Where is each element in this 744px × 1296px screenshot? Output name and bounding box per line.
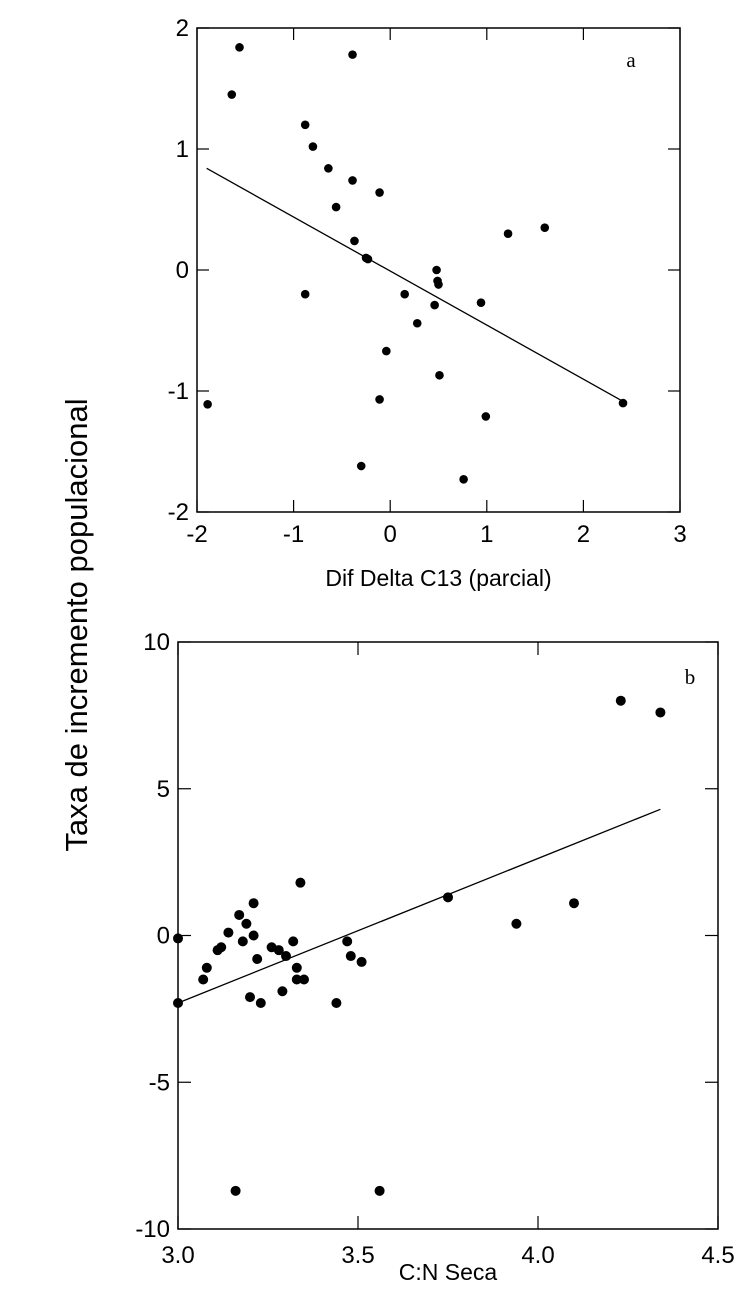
data-point <box>288 936 299 947</box>
panel-letter: a <box>626 48 636 72</box>
data-point <box>216 942 227 953</box>
y-tick-label: -2 <box>168 499 189 526</box>
x-tick-label: 3.5 <box>341 1242 374 1269</box>
data-point <box>375 188 384 197</box>
data-point <box>255 998 266 1009</box>
data-point <box>308 142 318 151</box>
y-tick-label: 2 <box>176 15 189 42</box>
data-point <box>569 898 579 909</box>
data-point <box>300 289 310 299</box>
data-point <box>227 90 237 99</box>
data-point <box>245 992 255 1003</box>
data-point <box>230 1185 241 1196</box>
y-tick-label: 1 <box>176 136 189 163</box>
data-point <box>237 936 248 947</box>
data-point <box>291 974 302 985</box>
x-tick-label: 3.0 <box>161 1242 194 1269</box>
x-tick-label: 1 <box>480 521 493 548</box>
data-point <box>331 998 342 1009</box>
data-point <box>503 229 513 238</box>
regression-line <box>206 167 625 403</box>
data-point <box>248 930 259 941</box>
data-point <box>223 927 234 938</box>
data-point <box>291 962 302 973</box>
x-tick-label: -2 <box>186 521 207 548</box>
data-point <box>375 395 384 404</box>
data-point <box>476 298 486 307</box>
data-point <box>430 300 439 310</box>
data-point <box>295 877 306 888</box>
regression-line <box>177 808 661 1004</box>
data-point <box>277 986 288 997</box>
data-point <box>234 909 245 920</box>
data-point <box>248 898 259 909</box>
x-axis-label: C:N Seca <box>399 1259 498 1285</box>
data-point <box>173 933 183 944</box>
data-point <box>299 974 309 985</box>
scatter-panel-a: -2 -1 0 1 2 3 -2 -1 0 1 2 a Dif Delta C13 (parcial) <box>168 15 687 591</box>
y-tick-label: -1 <box>168 378 189 405</box>
data-point <box>615 695 626 706</box>
data-point <box>618 398 628 408</box>
data-point <box>363 254 373 264</box>
data-point <box>235 43 244 52</box>
y-tick-label: 0 <box>176 257 189 284</box>
y-tick-label: -10 <box>135 1216 170 1243</box>
data-point <box>348 50 357 59</box>
data-point <box>300 120 310 130</box>
data-point <box>348 176 357 185</box>
data-point <box>324 164 333 173</box>
data-point <box>400 289 409 299</box>
y-tick-label: 5 <box>157 776 170 803</box>
panel-letter: b <box>685 665 696 689</box>
data-point <box>540 223 550 232</box>
x-tick-label: 4.5 <box>701 1242 734 1269</box>
data-point <box>481 412 491 421</box>
data-point <box>241 918 252 929</box>
x-tick-label: -1 <box>283 521 304 548</box>
data-point <box>382 346 391 356</box>
x-axis-label: Dif Delta C13 (parcial) <box>325 565 551 591</box>
data-point <box>412 318 422 328</box>
data-point <box>356 956 367 967</box>
data-point <box>655 707 666 718</box>
data-point <box>374 1185 385 1196</box>
data-point <box>198 974 209 985</box>
data-point <box>434 280 443 289</box>
data-point <box>331 202 341 212</box>
data-point <box>345 951 356 962</box>
data-point <box>281 951 291 962</box>
y-tick-label: -5 <box>149 1069 170 1096</box>
x-tick-label: 4.0 <box>521 1242 554 1269</box>
data-point <box>173 998 183 1009</box>
x-tick-label: 2 <box>577 521 590 548</box>
x-tick-label: 3 <box>673 521 686 548</box>
shared-y-axis-label: Taxa de incremento populacional <box>59 398 94 851</box>
data-point <box>273 945 284 956</box>
y-tick-label: 10 <box>143 629 170 656</box>
y-tick-label: 0 <box>157 923 170 950</box>
data-point <box>435 370 444 380</box>
data-point <box>356 461 366 471</box>
data-point <box>350 236 359 246</box>
data-point <box>342 936 353 947</box>
data-point <box>459 475 468 484</box>
data-point <box>443 892 453 903</box>
x-tick-label: 0 <box>384 521 397 548</box>
plot-frame <box>177 641 719 1230</box>
data-point <box>432 265 441 275</box>
scatter-panel-b: 3.0 3.5 4.0 4.5 -10 -5 0 5 10 b C:N Seca <box>135 629 734 1285</box>
data-point <box>511 918 522 929</box>
data-point <box>201 962 212 973</box>
data-point <box>203 400 212 409</box>
data-point <box>252 953 263 964</box>
